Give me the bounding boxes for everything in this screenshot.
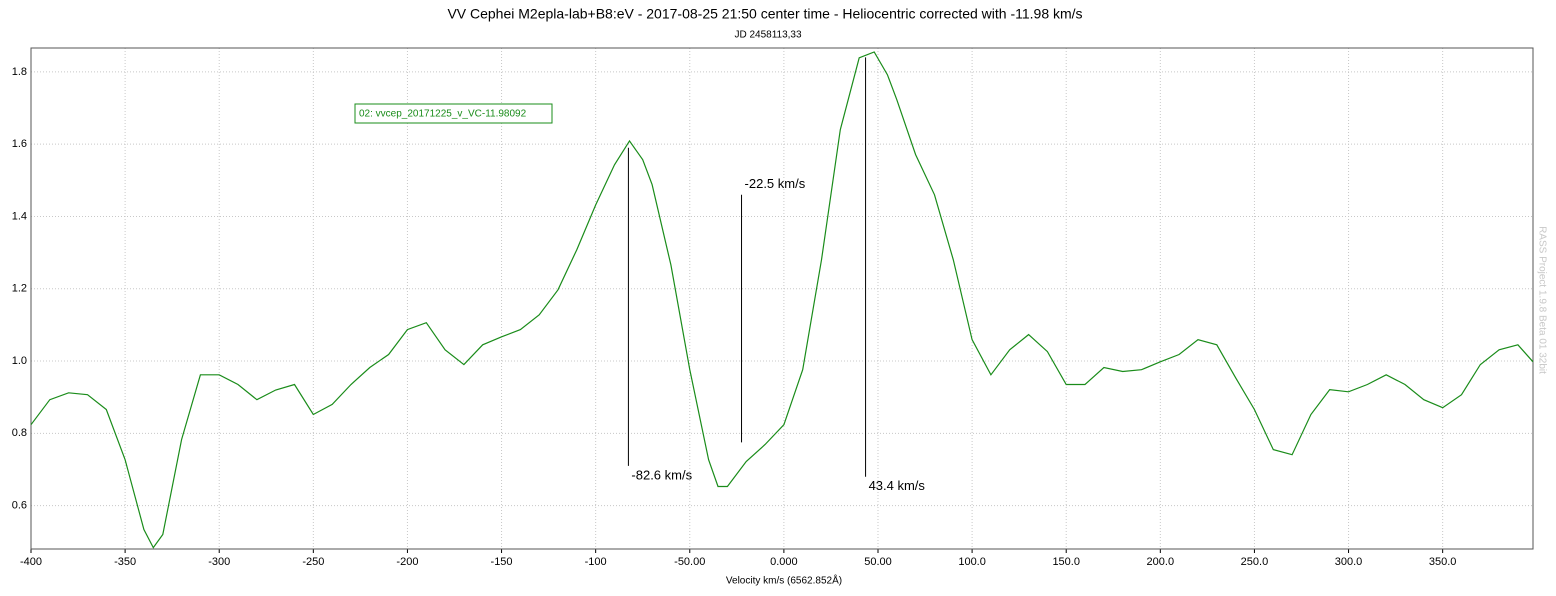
x-tick-label: 100.0 xyxy=(958,556,986,568)
x-tick-label: -350 xyxy=(114,556,136,568)
x-tick-label: 0.000 xyxy=(770,556,798,568)
legend-box xyxy=(354,103,553,124)
x-tick-label: 50.00 xyxy=(864,556,892,568)
chart-title: VV Cephei M2epla-lab+B8:eV - 2017-08-25 … xyxy=(447,6,1082,22)
x-tick-label: -50.00 xyxy=(674,556,705,568)
x-tick-label: 250.0 xyxy=(1241,556,1269,568)
y-tick-label: 0.8 xyxy=(12,427,27,439)
x-tick-label: -150 xyxy=(491,556,513,568)
x-tick-label: 300.0 xyxy=(1335,556,1363,568)
annotation-label: -82.6 km/s xyxy=(631,467,692,482)
x-tick-label: -300 xyxy=(208,556,230,568)
legend-label: 02: vvcep_20171225_v_VC-11.98092 xyxy=(359,109,527,120)
x-tick-label: 150.0 xyxy=(1052,556,1080,568)
x-tick-label: -250 xyxy=(302,556,324,568)
x-tick-label: -100 xyxy=(585,556,607,568)
y-tick-label: 1.8 xyxy=(12,66,27,78)
x-tick-label: -400 xyxy=(20,556,42,568)
y-tick-label: 1.2 xyxy=(12,283,27,295)
x-tick-label: 350.0 xyxy=(1429,556,1457,568)
x-tick-label: -200 xyxy=(396,556,418,568)
y-tick-label: 1.0 xyxy=(12,355,27,367)
y-tick-label: 1.4 xyxy=(12,210,27,222)
annotation-label: -22.5 km/s xyxy=(745,176,806,191)
y-tick-label: 0.6 xyxy=(12,500,27,512)
watermark: RASS Project 1.9.8 Beta 01 32bit xyxy=(1536,226,1547,374)
data-line xyxy=(30,51,1534,549)
x-axis-label: Velocity km/s (6562.852Å) xyxy=(726,574,842,587)
y-tick-label: 1.6 xyxy=(12,138,27,150)
annotation-label: 43.4 km/s xyxy=(869,478,926,493)
plot-frame xyxy=(30,47,1534,550)
chart-subtitle: JD 2458113,33 xyxy=(734,30,802,41)
x-tick-label: 200.0 xyxy=(1147,556,1175,568)
